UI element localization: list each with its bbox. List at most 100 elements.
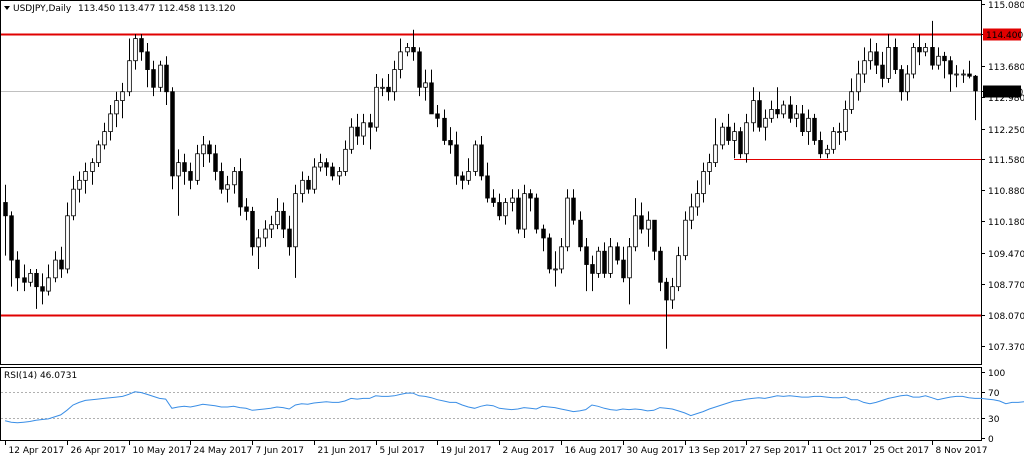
candle (559, 237, 564, 274)
candle-body (219, 171, 224, 190)
candle (151, 60, 156, 97)
candle (306, 175, 311, 194)
candle-body (893, 47, 898, 70)
candle-body (71, 188, 76, 217)
candle (337, 167, 342, 185)
candle-body (911, 47, 916, 75)
candle (349, 118, 354, 154)
price-label: 114.400 (986, 31, 1023, 41)
candle-body (34, 272, 39, 288)
candle-body (374, 86, 379, 128)
candle-body (917, 47, 922, 53)
candle (3, 184, 8, 256)
candle-body (763, 117, 768, 128)
candle (293, 184, 298, 278)
dropdown-arrow-icon[interactable] (4, 6, 10, 10)
candle (53, 251, 58, 283)
candle-body (312, 166, 317, 190)
candle-body (96, 144, 101, 164)
candle (608, 237, 613, 278)
candle-body (442, 117, 447, 141)
candle-body (238, 171, 243, 208)
candle-body (825, 148, 830, 155)
candle (503, 198, 508, 225)
price-label: 110.880 (988, 187, 1024, 197)
rsi-tick-label: 0 (988, 435, 994, 445)
candle (942, 51, 947, 79)
candle (534, 193, 539, 234)
candle-body (22, 277, 27, 283)
candle (466, 158, 471, 185)
time-label: 26 Apr 2017 (71, 446, 127, 456)
price-label: 109.470 (988, 250, 1024, 260)
candle (238, 158, 243, 216)
candle (398, 38, 403, 79)
candle (83, 162, 88, 194)
time-label: 5 Jul 2017 (380, 446, 425, 456)
candle (633, 198, 638, 252)
candle-body (83, 171, 88, 181)
candle (120, 82, 125, 119)
candle-body (695, 193, 700, 208)
candle (77, 171, 82, 203)
candle-body (571, 197, 576, 221)
time-label: 25 Oct 2017 (874, 446, 930, 456)
candle-body (256, 237, 261, 248)
candle-body (349, 126, 354, 150)
candle-body (503, 202, 508, 217)
candle-body (961, 73, 966, 76)
candle-body (775, 109, 780, 115)
candle-body (448, 140, 453, 146)
candle-body (639, 215, 644, 230)
candle (961, 69, 966, 83)
candle (899, 65, 904, 101)
candle (763, 109, 768, 141)
candle (738, 127, 743, 159)
candle (219, 162, 224, 194)
candle (287, 215, 292, 256)
candle (862, 47, 867, 83)
candle (923, 42, 928, 57)
candle (812, 113, 817, 145)
candle (510, 189, 515, 212)
candle-body (664, 281, 669, 301)
candle (318, 153, 323, 172)
time-label: 21 Jun 2017 (318, 446, 372, 456)
candle (40, 273, 45, 305)
rsi-axis: 100 70 30 0 (981, 369, 1005, 445)
candle-body (466, 171, 471, 181)
candle (689, 193, 694, 230)
candle-body (380, 86, 385, 89)
candle-body (250, 210, 255, 248)
candle (880, 51, 885, 88)
candle-body (151, 69, 156, 88)
candle (596, 246, 601, 278)
candle (720, 122, 725, 150)
candle-body (287, 228, 292, 248)
candle-body (652, 219, 657, 252)
candle (695, 180, 700, 216)
candle-body (707, 162, 712, 172)
candle (639, 202, 644, 234)
candle (497, 193, 502, 221)
candle (584, 237, 589, 292)
candle (701, 162, 706, 203)
candle (145, 42, 150, 88)
candle (158, 60, 163, 92)
price-label: 115.080 (988, 1, 1024, 11)
candle-body (967, 73, 972, 77)
candle-body (139, 38, 144, 53)
candle-body (133, 38, 138, 62)
candle (263, 220, 268, 247)
candle-body (114, 100, 119, 115)
candle-body (281, 210, 286, 230)
time-label: 7 Jun 2017 (256, 446, 304, 456)
time-label: 24 May 2017 (194, 446, 253, 456)
candle (133, 34, 138, 70)
time-label: 13 Sep 2017 (689, 446, 746, 456)
candle-body (948, 60, 953, 75)
candle (435, 105, 440, 128)
ohlc-label: 113.450 113.477 112.458 113.120 (78, 4, 236, 14)
price-label: 111.580 (988, 156, 1024, 166)
candle-body (713, 144, 718, 164)
